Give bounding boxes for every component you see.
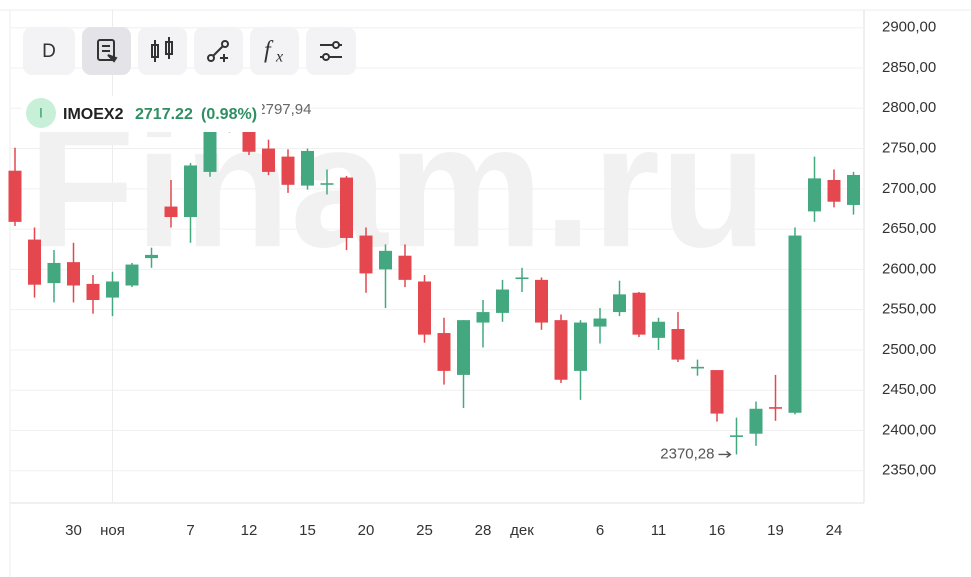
candle-body <box>86 283 100 300</box>
candle-body <box>457 320 470 375</box>
candle-body <box>359 235 373 274</box>
candle-body <box>418 281 431 335</box>
y-tick-label: 2650,00 <box>882 220 936 237</box>
x-tick-label: 11 <box>651 522 667 539</box>
indicators-button[interactable] <box>250 27 299 75</box>
candle-body <box>749 408 763 434</box>
y-tick-label: 2850,00 <box>882 59 936 76</box>
candles-icon <box>151 37 173 62</box>
y-tick-label: 2550,00 <box>882 301 936 318</box>
candle-body <box>613 294 626 313</box>
legend-ticker: IMOEX2 <box>63 106 124 123</box>
candle-body <box>8 170 22 222</box>
toolbar: D f x <box>23 27 356 75</box>
candle-body <box>106 281 119 298</box>
candle-body <box>301 150 314 186</box>
x-tick-label: 28 <box>475 522 492 539</box>
candle-body <box>379 250 392 270</box>
draw-icon <box>207 40 229 62</box>
candles-button[interactable] <box>138 27 187 75</box>
y-tick-label: 2750,00 <box>882 140 936 157</box>
candle-body <box>340 177 353 238</box>
fx-icon-sub: x <box>275 49 283 66</box>
x-tick-label: 15 <box>299 522 316 539</box>
candle-body <box>535 279 548 323</box>
candle-body <box>652 321 665 338</box>
candle-body <box>671 329 685 360</box>
candle-body <box>515 277 529 280</box>
x-tick-label: 30 <box>65 522 82 539</box>
candle-body <box>827 179 841 202</box>
legend-icon <box>26 98 56 128</box>
candle-body <box>730 435 743 437</box>
x-tick-label: 19 <box>767 522 784 539</box>
y-tick-label: 2400,00 <box>882 421 936 438</box>
interval-label[interactable]: D <box>42 41 56 62</box>
candle-body <box>28 239 41 285</box>
x-tick-label: 24 <box>826 522 843 539</box>
x-tick-label: 20 <box>358 522 375 539</box>
candle-body <box>496 289 509 313</box>
x-tick-label: 12 <box>241 522 258 539</box>
legend: I IMOEX2 2717.22 (0.98%) <box>22 96 262 132</box>
candle-body <box>847 174 860 205</box>
candle-body <box>320 183 334 185</box>
candle-body <box>632 292 646 335</box>
x-tick-label: дек <box>510 522 534 539</box>
legend-background <box>22 96 262 132</box>
candle-body <box>593 318 607 327</box>
candle-body <box>203 124 217 172</box>
candle-body <box>437 333 451 371</box>
candle-body <box>398 255 412 280</box>
candle-body <box>710 370 724 414</box>
x-tick-label: 7 <box>186 522 194 539</box>
orders-icon <box>97 39 118 63</box>
fx-icon: f <box>264 38 274 64</box>
min-label: 2370,28 <box>660 445 714 462</box>
y-tick-label: 2900,00 <box>882 19 936 36</box>
candle-body <box>476 312 490 323</box>
legend-change: (0.98%) <box>201 106 257 123</box>
y-tick-label: 2600,00 <box>882 260 936 277</box>
settings-icon <box>320 41 342 61</box>
y-tick-label: 2450,00 <box>882 381 936 398</box>
candle-body <box>691 366 704 369</box>
candle-body <box>769 407 782 409</box>
candle-body <box>125 264 139 286</box>
candle-body <box>184 165 197 218</box>
x-tick-label: ноя <box>100 522 125 539</box>
candle-body <box>67 262 80 286</box>
legend-price: 2717.22 <box>135 106 193 123</box>
candle-body <box>145 254 158 259</box>
candle-body <box>808 178 821 212</box>
candle-body <box>574 322 587 371</box>
candle-body <box>164 206 178 218</box>
interval-button[interactable] <box>23 27 75 75</box>
legend-icon-letter: I <box>39 105 43 121</box>
x-tick-label: 16 <box>709 522 726 539</box>
plot: 2797,94 2370,28 <box>8 101 860 462</box>
max-label: 2797,94 <box>257 101 311 118</box>
y-tick-label: 2500,00 <box>882 341 936 358</box>
candle-body <box>47 262 61 284</box>
min-arrow <box>718 450 732 458</box>
candle-body <box>554 320 568 380</box>
x-tick-label: 25 <box>416 522 433 539</box>
background: 2350,00 2400,00 2450,00 2500,00 2550,00 2600,… <box>0 9 971 577</box>
candle-body <box>262 148 275 172</box>
y-tick-label: 2800,00 <box>882 99 936 116</box>
settings-button[interactable] <box>306 27 356 75</box>
y-tick-label: 2700,00 <box>882 180 936 197</box>
candle-body <box>788 235 802 413</box>
y-tick-label: 2350,00 <box>882 462 936 479</box>
candle-body <box>281 156 295 185</box>
x-tick-label: 6 <box>596 522 604 539</box>
